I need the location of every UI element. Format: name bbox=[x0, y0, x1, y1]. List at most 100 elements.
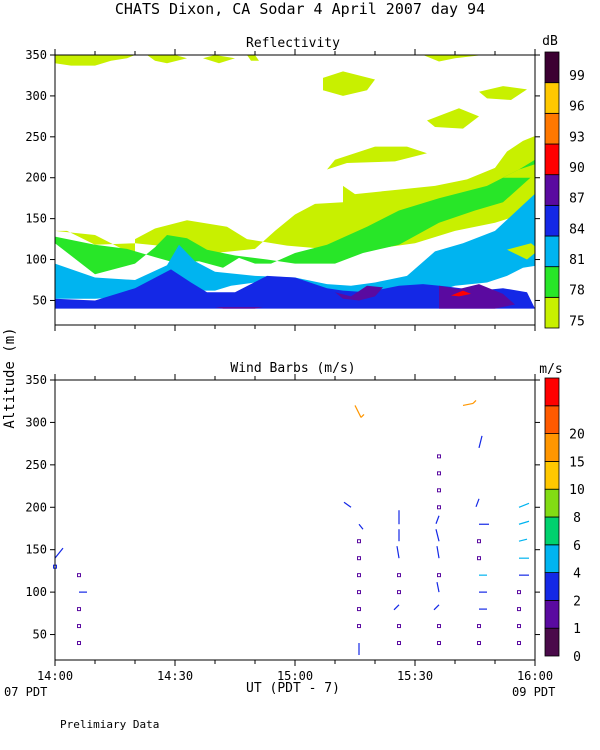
wind-barb bbox=[518, 538, 528, 542]
wind-colorbar-swatch bbox=[544, 516, 560, 546]
wind-barb bbox=[396, 546, 400, 559]
wind-colorbar-label: 2 bbox=[573, 594, 581, 609]
wind-barb bbox=[462, 402, 474, 407]
reflectivity-colorbar-swatch bbox=[544, 82, 560, 114]
wind-axes: 50 100 150 200 250 300 350 14:00 14:30 15:00 15:30… bbox=[25, 373, 553, 683]
reflectivity-contours bbox=[55, 55, 535, 309]
reflectivity-colorbar-label: 75 bbox=[569, 314, 585, 329]
wind-barbs bbox=[53, 400, 530, 656]
wind-calm-marker bbox=[517, 607, 521, 612]
wind-calm-marker bbox=[77, 624, 81, 629]
wind-calm-marker bbox=[477, 624, 481, 629]
reflectivity-colorbar-swatch bbox=[544, 266, 560, 298]
wind-barb bbox=[435, 515, 440, 524]
wind-barb-flag bbox=[472, 400, 477, 404]
reflectivity-level-75-region bbox=[355, 194, 403, 211]
wind-colorbar-swatch bbox=[544, 572, 560, 601]
wind-barb-flag bbox=[360, 414, 365, 418]
reflectivity-level-75-region bbox=[503, 164, 535, 178]
wind-calm-marker bbox=[397, 573, 401, 578]
reflectivity-colorbar-swatch bbox=[544, 235, 560, 268]
reflectivity-colorbar-swatch bbox=[544, 296, 560, 329]
reflectivity-colorbar-swatch bbox=[544, 174, 560, 206]
x-axis-label: UT (PDT - 7) bbox=[246, 681, 340, 696]
reflectivity-colorbar-swatch bbox=[544, 204, 560, 237]
wind-colorbar-label: 8 bbox=[573, 511, 581, 526]
wind-colorbar-swatch bbox=[544, 377, 560, 407]
wind-colorbar-swatch bbox=[544, 405, 560, 434]
reflectivity-colorbar-label: 90 bbox=[569, 161, 585, 176]
wind-calm-marker bbox=[397, 590, 401, 595]
wind-barb bbox=[475, 498, 480, 507]
wind-x-tick-label: 14:00 bbox=[37, 669, 73, 683]
wind-barb bbox=[433, 604, 440, 611]
wind-colorbar-swatch bbox=[544, 544, 560, 573]
reflectivity-axes: 50 100 150 200 250 300 350 bbox=[25, 48, 540, 331]
reflectivity-level-75-region bbox=[507, 243, 535, 260]
reflectivity-colorbar-label: 87 bbox=[569, 192, 585, 207]
x-right-local-time: 09 PDT bbox=[512, 685, 555, 699]
wind-calm-marker bbox=[477, 539, 481, 544]
wind-calm-marker bbox=[437, 624, 441, 629]
wind-x-tick-label: 14:30 bbox=[157, 669, 193, 683]
wind-y-tick-label: 250 bbox=[25, 458, 47, 472]
wind-plot-frame bbox=[54, 379, 536, 661]
reflectivity-y-tick-label: 100 bbox=[25, 253, 47, 267]
wind-colorbar-label: 1 bbox=[573, 622, 581, 637]
reflectivity-colorbar: 75 78 81 84 87 90 93 96 99 bbox=[544, 51, 585, 329]
wind-y-tick-label: 200 bbox=[25, 500, 47, 514]
wind-barb bbox=[343, 501, 352, 508]
wind-barbs-panel: Wind Barbs (m/s) 5010015020025030035014:… bbox=[25, 361, 585, 683]
wind-x-tick-label: 15:00 bbox=[277, 669, 313, 683]
x-left-local-time: 07 PDT bbox=[4, 685, 47, 699]
wind-colorbar-label: 0 bbox=[573, 650, 581, 665]
wind-barb bbox=[518, 502, 530, 508]
reflectivity-colorbar-swatch bbox=[544, 143, 560, 176]
wind-barb bbox=[354, 405, 362, 418]
wind-colorbar-label: 6 bbox=[573, 539, 581, 554]
wind-calm-marker bbox=[357, 573, 361, 578]
wind-y-tick-label: 100 bbox=[25, 585, 47, 599]
wind-calm-marker bbox=[517, 641, 521, 646]
wind-calm-marker bbox=[437, 505, 441, 510]
reflectivity-y-tick-label: 250 bbox=[25, 130, 47, 144]
reflectivity-level-75-region bbox=[327, 146, 427, 170]
reflectivity-colorbar-label: 81 bbox=[569, 253, 585, 268]
wind-calm-marker bbox=[77, 573, 81, 578]
wind-barb bbox=[393, 604, 400, 611]
reflectivity-colorbar-swatch bbox=[544, 112, 560, 145]
wind-colorbar-label: 4 bbox=[573, 567, 581, 582]
wind-x-tick-label: 15:30 bbox=[397, 669, 433, 683]
reflectivity-title: Reflectivity bbox=[246, 36, 340, 51]
reflectivity-level-90-region bbox=[451, 290, 471, 297]
reflectivity-colorbar-label: 78 bbox=[569, 284, 585, 299]
wind-colorbar-label: 10 bbox=[569, 483, 585, 498]
reflectivity-colorbar-label: 84 bbox=[569, 222, 585, 237]
reflectivity-level-84-region bbox=[55, 269, 535, 309]
reflectivity-level-87-region bbox=[215, 307, 263, 309]
wind-calm-marker bbox=[437, 641, 441, 646]
wind-calm-marker bbox=[357, 590, 361, 595]
wind-calm-marker bbox=[517, 590, 521, 595]
wind-calm-marker bbox=[437, 573, 441, 578]
wind-barb bbox=[435, 529, 440, 542]
wind-y-tick-label: 150 bbox=[25, 543, 47, 557]
wind-colorbar-swatch bbox=[544, 600, 560, 629]
wind-calm-marker bbox=[357, 607, 361, 612]
wind-colorbar-unit: m/s bbox=[539, 362, 562, 377]
wind-colorbar-label: 20 bbox=[569, 428, 585, 443]
wind-calm-marker bbox=[357, 539, 361, 544]
wind-calm-marker bbox=[437, 488, 441, 493]
wind-title: Wind Barbs (m/s) bbox=[230, 361, 355, 376]
reflectivity-colorbar-label: 96 bbox=[569, 100, 585, 115]
reflectivity-level-75-region bbox=[479, 86, 527, 100]
reflectivity-colorbar-label: 93 bbox=[569, 130, 585, 145]
wind-y-tick-label: 300 bbox=[25, 415, 47, 429]
reflectivity-level-87-region bbox=[335, 285, 383, 301]
reflectivity-y-tick-label: 50 bbox=[33, 293, 47, 307]
wind-calm-marker bbox=[517, 624, 521, 629]
reflectivity-level-75-region bbox=[203, 55, 235, 64]
wind-calm-marker bbox=[397, 641, 401, 646]
wind-barb bbox=[54, 547, 64, 559]
